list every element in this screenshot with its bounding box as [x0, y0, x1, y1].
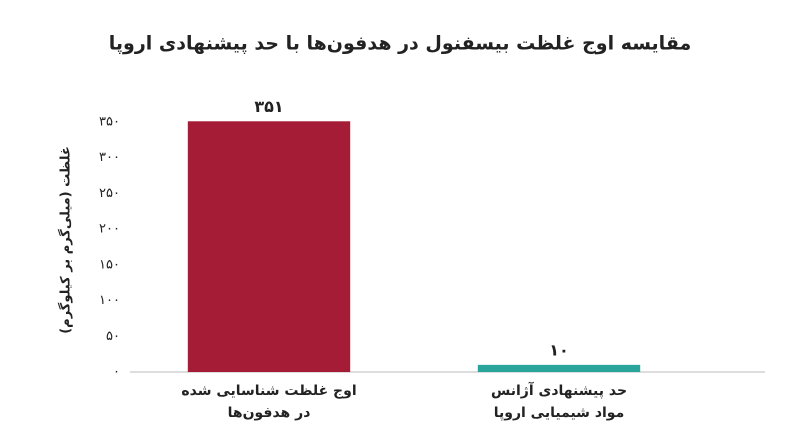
y-tick-label: ۰: [113, 365, 120, 380]
y-tick-label: ۱۰۰: [99, 293, 120, 308]
x-tick-label: حد پیشنهادی آژانس مواد شیمیایی اروپا: [490, 383, 628, 421]
x-tick-label: اوج غلظت شناسایی شده در هدفون‌ها: [181, 383, 357, 421]
data-label: ۱۰: [549, 340, 569, 359]
y-tick-label: ۵۰: [106, 329, 120, 344]
bar: [187, 121, 351, 373]
data-label: ۳۵۱: [254, 97, 283, 116]
y-tick-label: ۳۵۰: [99, 115, 120, 130]
y-axis-label: غلظت (میلی‌گرم بر کیلوگرم): [58, 146, 74, 334]
y-tick-label: ۱۵۰: [99, 257, 120, 272]
y-tick-label: ۳۰۰: [99, 150, 120, 165]
bar: [477, 364, 641, 372]
chart-title: مقایسه اوج غلظت بیسفنول در هدفون‌ها با ح…: [109, 33, 692, 55]
y-tick-label: ۲۰۰: [99, 222, 120, 237]
y-tick-label: ۲۵۰: [99, 186, 120, 201]
